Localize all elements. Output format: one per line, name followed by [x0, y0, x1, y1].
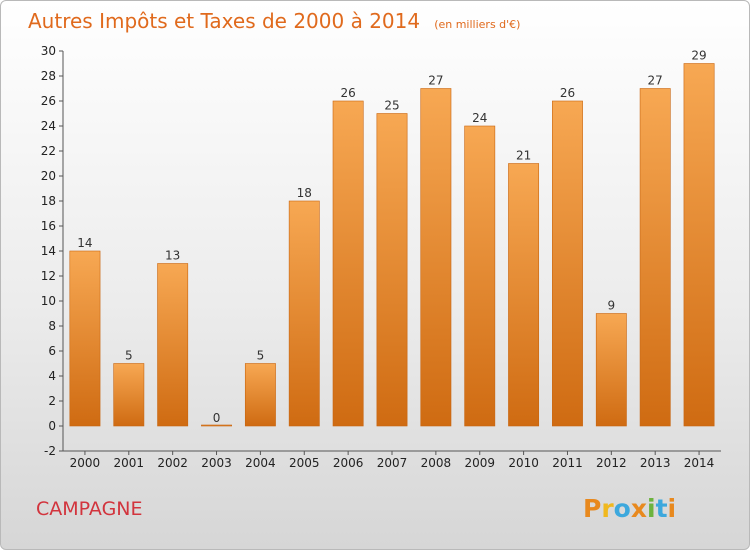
bar [201, 424, 232, 427]
bar [69, 250, 101, 427]
x-tick-label: 2013 [640, 456, 671, 470]
y-tick-label: 20 [41, 169, 56, 183]
x-tick-label: 2006 [333, 456, 364, 470]
y-tick-label: 18 [41, 194, 56, 208]
chart-title-main: Autres Impôts et Taxes de 2000 à 2014 [28, 9, 420, 33]
x-tick-label: 2002 [157, 456, 188, 470]
bar [595, 313, 627, 427]
data-label: 25 [384, 99, 399, 113]
x-tick-label: 2012 [596, 456, 627, 470]
brand-letter: x [631, 494, 647, 523]
chart-title-unit: (en milliers d'€) [434, 18, 520, 31]
x-tick-label: 2010 [508, 456, 539, 470]
commune-name: CAMPAGNE [36, 498, 143, 520]
x-tick-label: 2008 [421, 456, 452, 470]
y-tick-label: 24 [41, 119, 56, 133]
data-label: 13 [165, 249, 180, 263]
y-tick-label: -2 [44, 444, 56, 458]
data-label: 24 [472, 111, 487, 125]
y-tick-label: 26 [41, 94, 56, 108]
bar [464, 125, 496, 427]
bar [552, 100, 583, 427]
x-tick-label: 2000 [70, 456, 101, 470]
data-labels: 14 5 13 0 5 18 26 25 27 24 21 26 9 27 29 [77, 49, 706, 426]
x-tick-label: 2011 [552, 456, 583, 470]
y-tick-label: 28 [41, 69, 56, 83]
data-label: 26 [560, 86, 575, 100]
bar [332, 100, 364, 427]
bar [683, 63, 715, 427]
bar [288, 200, 320, 427]
data-label: 9 [608, 299, 616, 313]
bars [69, 63, 715, 427]
brand-letter: o [614, 494, 631, 523]
bar [157, 263, 189, 427]
x-tick-label: 2007 [377, 456, 408, 470]
data-label: 27 [648, 74, 663, 88]
bar [508, 163, 540, 427]
bar [244, 363, 276, 427]
data-label: 14 [77, 236, 92, 250]
y-tick-label: 2 [48, 394, 56, 408]
y-tick-label: 30 [41, 44, 56, 58]
y-tick-label: 10 [41, 294, 56, 308]
x-tick-label: 2014 [684, 456, 715, 470]
data-label: 0 [213, 411, 221, 425]
x-tick-label: 2009 [464, 456, 495, 470]
x-tick-label: 2003 [201, 456, 232, 470]
brand-letter: i [668, 494, 677, 523]
data-label: 18 [297, 186, 312, 200]
data-label: 5 [125, 349, 133, 363]
data-label: 5 [257, 349, 265, 363]
y-tick-label: 4 [48, 369, 56, 383]
y-tick-label: 6 [48, 344, 56, 358]
x-tick-label: 2005 [289, 456, 320, 470]
data-label: 29 [691, 49, 706, 63]
data-label: 21 [516, 149, 531, 163]
brand-letter: t [656, 494, 668, 523]
y-tick-label: 16 [41, 219, 56, 233]
bar [420, 88, 452, 427]
x-tick-label: 2001 [114, 456, 145, 470]
x-tick-label: 2004 [245, 456, 276, 470]
brand-letter: i [647, 494, 656, 523]
y-tick-label: 0 [48, 419, 56, 433]
bar [639, 88, 671, 427]
chart-title: Autres Impôts et Taxes de 2000 à 2014 (e… [28, 9, 520, 33]
brand-letter: r [601, 494, 614, 523]
bar [113, 363, 145, 427]
brand-letter: P [583, 494, 601, 523]
y-tick-label: 8 [48, 319, 56, 333]
proxiti-logo: Proxiti [583, 494, 676, 523]
bar [376, 113, 408, 427]
y-tick-label: 12 [41, 269, 56, 283]
y-tick-label: 22 [41, 144, 56, 158]
data-label: 27 [428, 74, 443, 88]
data-label: 26 [340, 86, 355, 100]
y-tick-label: 14 [41, 244, 56, 258]
